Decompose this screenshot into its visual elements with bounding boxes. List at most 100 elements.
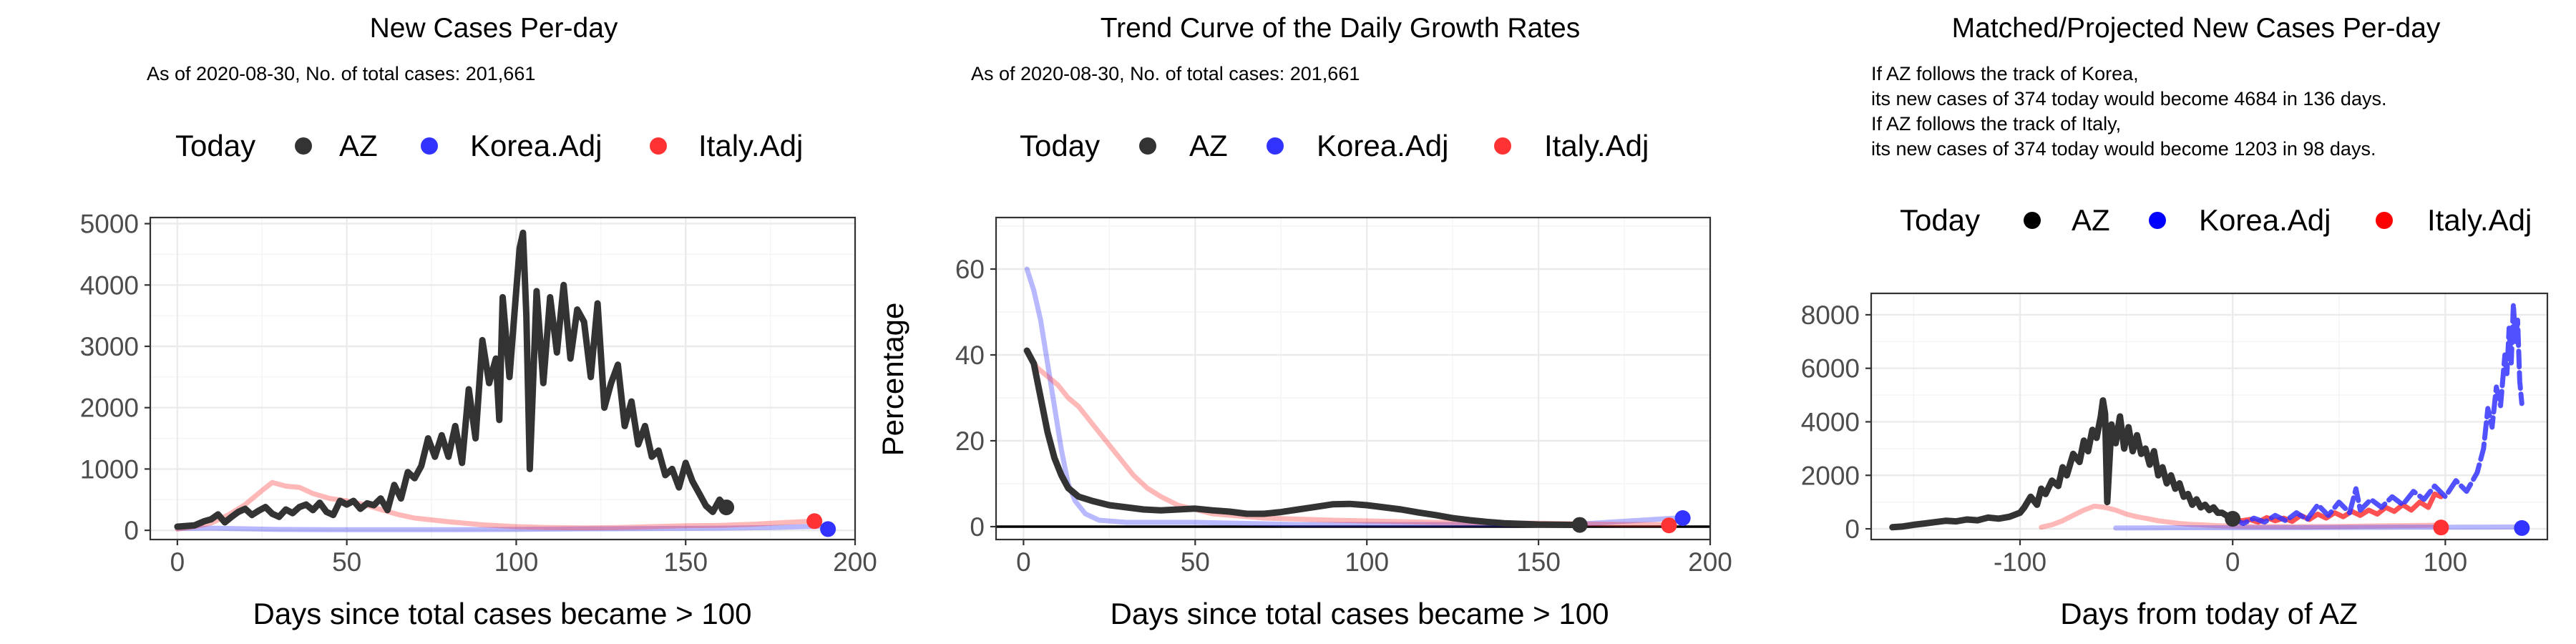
- x-tick-label: 150: [663, 547, 708, 577]
- y-tick-label: 1000: [80, 454, 139, 484]
- panel2-title: Trend Curve of the Daily Growth Rates: [1101, 13, 1580, 44]
- series-line-korea-adj-projected: [2230, 301, 2524, 527]
- today-marker-korea-adj: [2514, 519, 2530, 536]
- today-marker-korea-adj: [1674, 510, 1691, 526]
- x-tick-label: 0: [170, 547, 185, 577]
- x-tick-label: 100: [1345, 547, 1389, 577]
- panel3-subtitle-line-4: its new cases of 374 today would become …: [1871, 138, 2376, 160]
- panel3-grid: [1871, 293, 2547, 540]
- y-tick-label: 0: [124, 516, 139, 545]
- x-tick-label: 200: [833, 547, 877, 577]
- panel1-grid: [150, 218, 857, 540]
- panel3-legend-label-az: AZ: [2072, 203, 2110, 237]
- panel3-subtitle-line-1: If AZ follows the track of Korea,: [1871, 63, 2139, 84]
- panel3-legend: Today AZ Korea.Adj Italy.Adj: [1900, 203, 2532, 237]
- x-tick-label: 150: [1516, 547, 1561, 577]
- today-marker-italy-adj: [806, 513, 823, 530]
- panel2-series: [996, 266, 1710, 529]
- panel-growth-rates: Trend Curve of the Daily Growth Rates As…: [876, 13, 1732, 630]
- y-tick-label: 5000: [80, 210, 139, 239]
- x-tick-label: 0: [1016, 547, 1031, 577]
- panel2-today-markers: [1571, 510, 1691, 534]
- panel3-legend-dot-korea: [2149, 212, 2166, 229]
- panel2-legend-label-italy: Italy.Adj: [1544, 129, 1649, 162]
- series-line-az-actual: [174, 229, 730, 530]
- panel1-legend-label-az: AZ: [339, 129, 378, 162]
- panel1-x-axis-label: Days since total cases became > 100: [253, 597, 752, 630]
- today-marker-italy-adj: [2433, 519, 2449, 536]
- y-tick-label: 60: [955, 255, 985, 284]
- panel2-legend-dot-korea: [1267, 137, 1284, 155]
- x-tick-label: 0: [2225, 547, 2240, 577]
- x-tick-label: 50: [332, 547, 361, 577]
- today-marker-italy-adj: [1661, 517, 1677, 534]
- panel3-legend-dot-italy: [2376, 212, 2393, 229]
- panel1-legend-dot-korea: [421, 137, 438, 155]
- panel2-y-axis-label: Percentage: [876, 303, 909, 457]
- panel3-legend-label-korea: Korea.Adj: [2199, 203, 2331, 237]
- panel1-subtitle: As of 2020-08-30, No. of total cases: 20…: [147, 63, 535, 84]
- panel3-x-axis-label: Days from today of AZ: [2060, 597, 2358, 630]
- series-line-az-actual: [1023, 347, 1584, 529]
- panel3-legend-title: Today: [1900, 203, 1980, 237]
- y-tick-label: 0: [970, 512, 985, 542]
- series-line-korea-adj-adjusted: [175, 524, 831, 532]
- y-tick-label: 2000: [80, 394, 139, 423]
- panel1-legend-dot-italy: [650, 137, 667, 155]
- y-tick-label: 3000: [80, 332, 139, 361]
- panel2-plot-background: [996, 218, 1710, 540]
- x-tick-label: 100: [2423, 547, 2467, 577]
- x-tick-label: -100: [1994, 547, 2046, 577]
- series-line-az-actual: [1889, 397, 2236, 531]
- panel2-legend-dot-az: [1139, 137, 1156, 155]
- panel1-legend: Today AZ Korea.Adj Italy.Adj: [175, 129, 803, 162]
- panel1-series: [174, 229, 831, 532]
- panel2-ticks: 0 50 100 150 200 0 20 40 60: [955, 255, 1732, 577]
- x-tick-label: 100: [494, 547, 539, 577]
- today-marker-az: [718, 499, 735, 516]
- panel2-frame: [995, 216, 1712, 541]
- panel3-legend-label-italy: Italy.Adj: [2427, 203, 2532, 237]
- panel1-legend-label-italy: Italy.Adj: [698, 129, 803, 162]
- panel1-frame: [149, 216, 857, 541]
- series-line-italy-adj-matched: [2039, 503, 2444, 530]
- y-tick-label: 4000: [80, 270, 139, 300]
- today-marker-az: [1571, 517, 1588, 533]
- y-tick-label: 0: [1845, 514, 1860, 544]
- series-line-italy-adj-projected: [2230, 491, 2444, 525]
- today-marker-korea-adj: [820, 521, 836, 537]
- y-tick-label: 4000: [1801, 407, 1860, 436]
- panel3-frame: [1870, 292, 2549, 541]
- panel3-subtitle-line-2: its new cases of 374 today would become …: [1871, 88, 2386, 109]
- panel3-today-markers: [2225, 511, 2530, 536]
- series-line-italy-adj-adjusted: [1024, 348, 1672, 527]
- y-tick-label: 6000: [1801, 354, 1860, 384]
- panel2-legend-label-korea: Korea.Adj: [1317, 129, 1448, 162]
- y-tick-label: 20: [955, 426, 985, 456]
- y-tick-label: 2000: [1801, 461, 1860, 490]
- panel1-today-markers: [718, 499, 836, 537]
- x-tick-label: 200: [1688, 547, 1732, 577]
- panel3-legend-dot-az: [2024, 212, 2041, 229]
- panel3-title: Matched/Projected New Cases Per-day: [1952, 13, 2441, 44]
- panel2-legend-label-az: AZ: [1189, 129, 1228, 162]
- panel2-x-axis-label: Days since total cases became > 100: [1111, 597, 1609, 630]
- series-line-korea-adj-matched: [2113, 524, 2524, 531]
- x-tick-label: 50: [1181, 547, 1210, 577]
- panel2-legend-title: Today: [1020, 129, 1100, 162]
- panel-projected-cases: Matched/Projected New Cases Per-day If A…: [1801, 13, 2549, 630]
- y-tick-label: 8000: [1801, 301, 1860, 330]
- panel2-legend: Today AZ Korea.Adj Italy.Adj: [1020, 129, 1649, 162]
- panel1-title: New Cases Per-day: [370, 13, 618, 44]
- panel3-series: [1889, 301, 2524, 531]
- panel2-subtitle: As of 2020-08-30, No. of total cases: 20…: [971, 63, 1360, 84]
- panel1-legend-label-korea: Korea.Adj: [470, 129, 602, 162]
- today-marker-az: [2225, 511, 2241, 527]
- y-tick-label: 40: [955, 341, 985, 370]
- panel2-legend-dot-italy: [1494, 137, 1511, 155]
- panel3-subtitle-line-3: If AZ follows the track of Italy,: [1871, 113, 2121, 135]
- panel2-grid: [996, 218, 1712, 540]
